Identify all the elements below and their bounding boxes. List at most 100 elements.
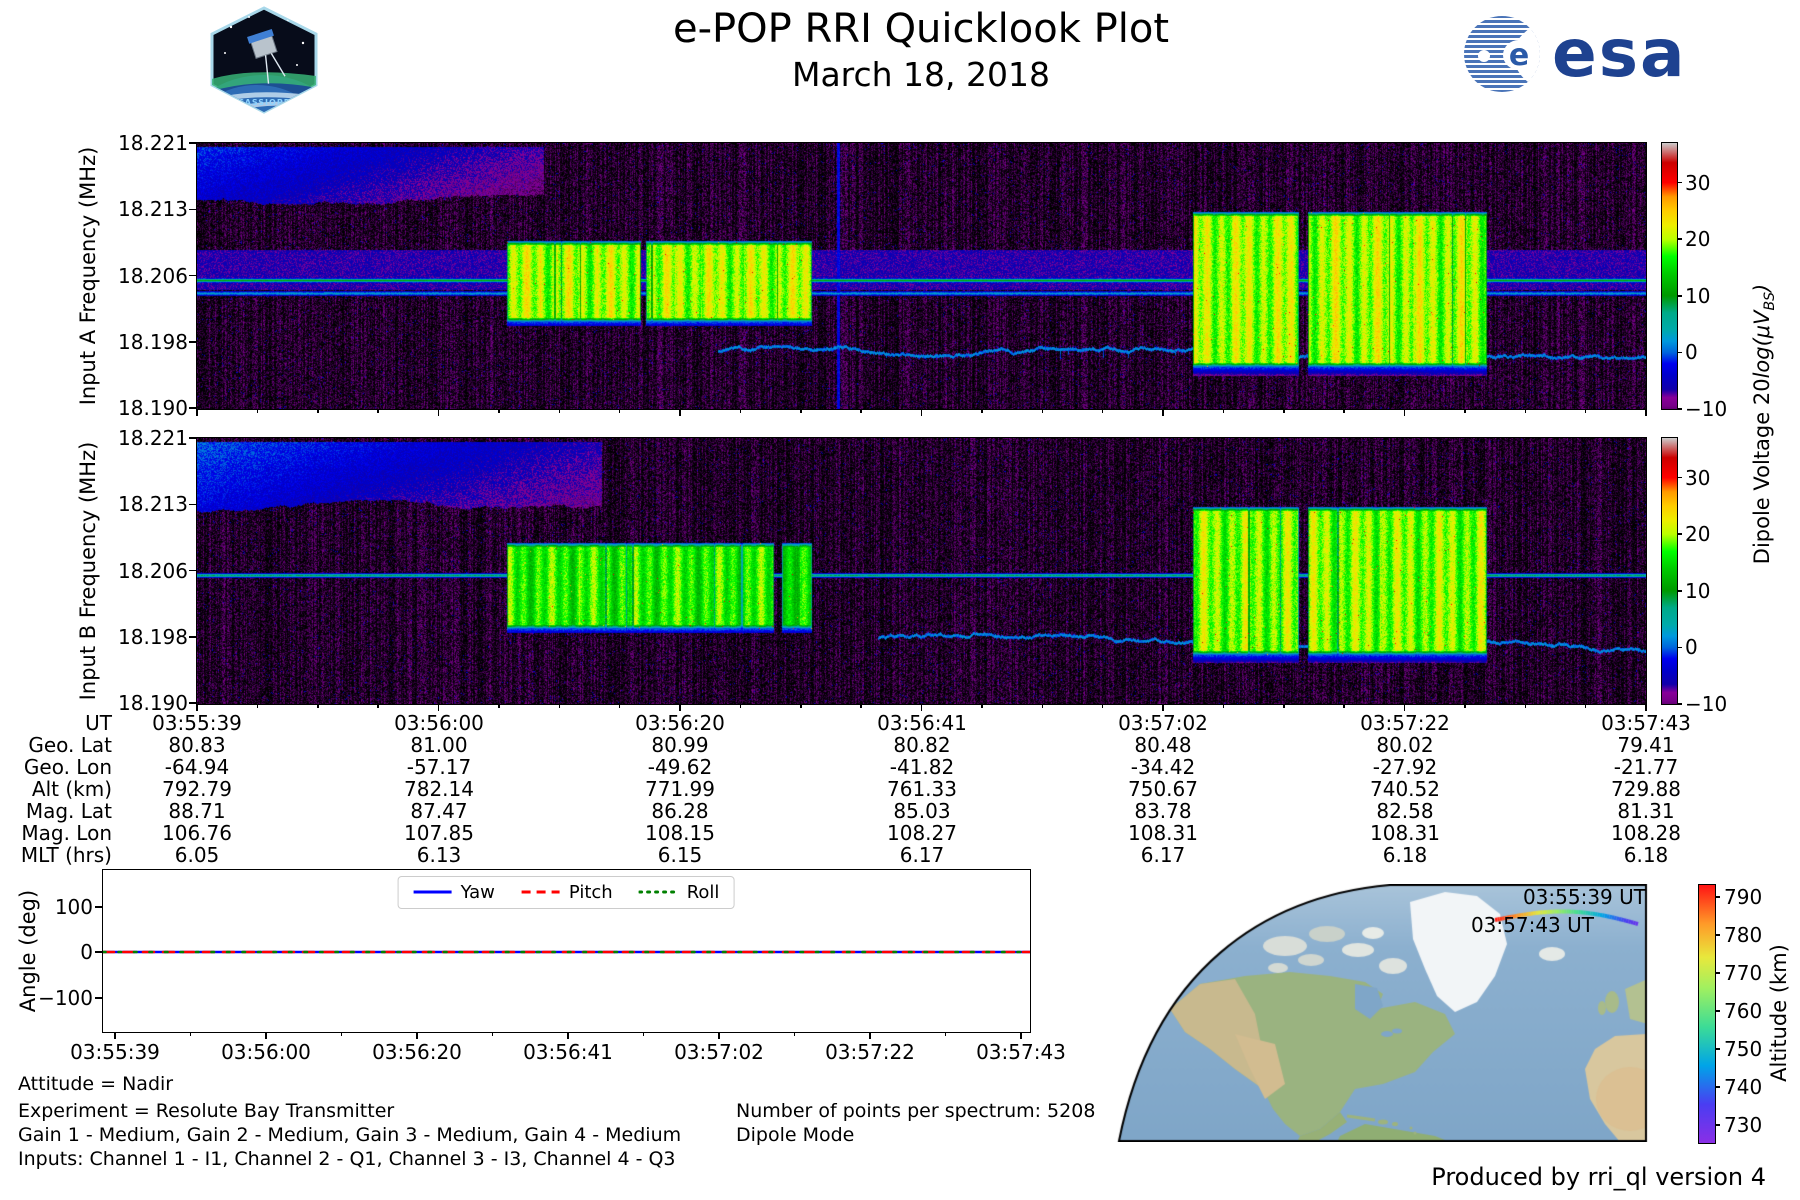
altitude-colorbar-label: Altitude (km) xyxy=(1767,944,1791,1082)
tick-mark xyxy=(1041,409,1043,413)
tick-mark xyxy=(1677,408,1682,410)
tick-mark xyxy=(1715,1124,1720,1126)
tick-mark xyxy=(718,1032,720,1039)
tick-mark xyxy=(558,409,560,413)
cassiope-mission-patch-icon: CASSIOPE xyxy=(205,5,323,115)
legend-label: Pitch xyxy=(568,881,613,903)
colorbar-tick-label: 30 xyxy=(1685,170,1711,195)
table-cell: 6.17 xyxy=(899,843,945,867)
tick-mark xyxy=(1222,704,1225,708)
tick-mark xyxy=(1101,704,1104,708)
tick-mark xyxy=(558,704,560,708)
table-row-label: Mag. Lat xyxy=(25,799,112,823)
tick-mark xyxy=(114,1032,116,1039)
freq-tick-label: 18.213 xyxy=(118,492,188,517)
tick-mark xyxy=(1677,703,1682,705)
tick-mark xyxy=(1715,896,1720,898)
table-cell: 6.18 xyxy=(1623,843,1669,867)
produced-by-note: Produced by rri_ql version 4 xyxy=(1431,1163,1766,1191)
altitude-tick-label: 770 xyxy=(1724,961,1763,985)
tick-mark xyxy=(189,341,197,343)
tick-mark xyxy=(95,906,103,908)
panel-b-ylabel: Input B Frequency (MHz) xyxy=(76,441,100,701)
freq-tick-label: 18.190 xyxy=(118,396,188,420)
freq-tick-label: 18.221 xyxy=(118,131,188,155)
tick-mark xyxy=(1101,409,1104,413)
angle-xtick-label: 03:56:20 xyxy=(372,1040,462,1064)
table-cell: 03:57:43 xyxy=(1601,711,1691,735)
tick-mark xyxy=(618,704,621,708)
angle-ytick-label: 100 xyxy=(54,895,93,919)
tick-mark xyxy=(1677,181,1682,184)
tick-mark xyxy=(567,1032,569,1039)
colorbar-tick-label: 30 xyxy=(1685,465,1711,490)
tick-mark xyxy=(1524,704,1526,708)
tick-mark xyxy=(317,704,319,708)
colorbar-tick-label: 20 xyxy=(1685,227,1711,252)
table-cell: -34.42 xyxy=(1130,755,1196,779)
table-cell: 6.05 xyxy=(174,843,220,867)
table-cell: 750.67 xyxy=(1128,777,1198,801)
tick-mark xyxy=(1403,704,1406,711)
tick-mark xyxy=(920,704,923,711)
tick-mark xyxy=(189,437,197,439)
angle-xtick-label: 03:57:02 xyxy=(674,1040,764,1064)
inputs-note: Inputs: Channel 1 - I1, Channel 2 - Q1, … xyxy=(18,1148,676,1170)
table-cell: 03:57:02 xyxy=(1118,711,1208,735)
table-cell: 85.03 xyxy=(893,799,951,823)
attitude-plot: Yaw Pitch Roll xyxy=(101,868,1031,1033)
tick-mark xyxy=(340,1032,343,1036)
attitude-legend: Yaw Pitch Roll xyxy=(397,875,735,909)
tick-mark xyxy=(437,704,440,711)
tick-mark xyxy=(256,409,259,413)
legend-item-roll: Roll xyxy=(638,882,719,903)
table-cell: 108.28 xyxy=(1611,821,1681,845)
tick-mark xyxy=(1524,409,1526,413)
table-cell: 03:56:00 xyxy=(394,711,484,735)
plot-date: March 18, 2018 xyxy=(791,55,1051,94)
svg-text:e: e xyxy=(1509,38,1529,73)
angle-xtick-label: 03:56:41 xyxy=(523,1040,613,1064)
table-cell: 81.00 xyxy=(410,733,468,757)
tick-mark xyxy=(498,704,500,708)
tick-mark xyxy=(256,704,259,708)
tick-mark xyxy=(1715,972,1720,974)
table-cell: 81.31 xyxy=(1617,799,1675,823)
tick-mark xyxy=(1584,704,1587,708)
table-cell: 03:56:20 xyxy=(635,711,725,735)
freq-tick-label: 18.206 xyxy=(118,558,188,583)
tick-mark xyxy=(1222,409,1225,413)
tick-mark xyxy=(189,636,197,638)
table-cell: 740.52 xyxy=(1370,777,1440,801)
tick-mark xyxy=(189,569,197,572)
table-cell: -21.77 xyxy=(1613,755,1679,779)
angle-xtick-label: 03:56:00 xyxy=(221,1040,311,1064)
tick-mark xyxy=(196,704,198,711)
spectrogram-panel-a xyxy=(195,141,1647,410)
table-cell: -27.92 xyxy=(1372,755,1438,779)
tick-mark xyxy=(265,1032,267,1039)
tick-mark xyxy=(1677,533,1682,535)
tick-mark xyxy=(1403,409,1406,416)
cassiope-logo-text: CASSIOPE xyxy=(238,98,290,107)
table-row-label: Alt (km) xyxy=(31,777,112,801)
tick-mark xyxy=(618,409,621,413)
tick-mark xyxy=(793,1032,796,1036)
table-cell: -64.94 xyxy=(164,755,230,779)
tick-mark xyxy=(1645,409,1647,416)
spectrogram-panel-b xyxy=(195,436,1647,705)
colorbar-tick-label: 20 xyxy=(1685,522,1711,547)
tick-mark xyxy=(981,704,983,708)
dipole-colorbar-a xyxy=(1661,142,1678,410)
dipole-colorbar-label: Dipole Voltage 20log(μVBS) xyxy=(1749,283,1779,565)
table-cell: 82.58 xyxy=(1376,799,1434,823)
angle-xtick-label: 03:57:43 xyxy=(976,1040,1066,1064)
tick-mark xyxy=(860,704,862,708)
tick-mark xyxy=(1020,1032,1022,1039)
tick-mark xyxy=(739,409,742,413)
altitude-tick-label: 760 xyxy=(1724,999,1763,1023)
table-cell: 6.15 xyxy=(657,843,703,867)
tick-mark xyxy=(189,208,197,210)
points-note: Number of points per spectrum: 5208 xyxy=(736,1100,1096,1122)
